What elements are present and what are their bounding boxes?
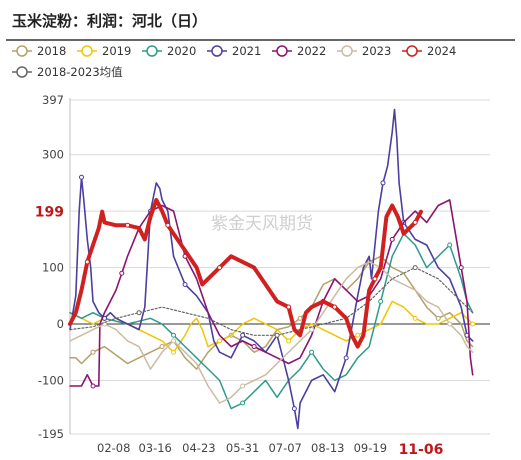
series-line-2019 — [69, 300, 474, 353]
legend-item: 2024 — [402, 44, 456, 58]
series-point-2021 — [79, 174, 85, 180]
watermark: 紫金天风期货 — [211, 214, 313, 234]
series-point-2024 — [332, 304, 338, 310]
x-tick-label: 04-23 — [182, 441, 215, 455]
legend-label: 2023 — [362, 44, 391, 58]
x-tick-label: 07-07 — [268, 441, 301, 455]
series-line-2020 — [69, 232, 474, 410]
series-point-2019 — [217, 338, 223, 344]
series-point-2024 — [286, 304, 292, 310]
y-axis: -195 -100 0 100 300 397 199 — [35, 93, 490, 441]
legend-item: 2018 — [12, 44, 66, 58]
chart-title: 玉米淀粉：利润：河北（日） — [12, 12, 207, 30]
series-point-2021 — [380, 180, 386, 186]
legend-swatch-marker — [16, 45, 28, 57]
series-point-2023 — [447, 321, 453, 327]
series-point-2023 — [309, 327, 315, 333]
y-tick-label: -100 — [38, 373, 64, 387]
legend-swatch-marker — [406, 45, 418, 57]
series-point-2020 — [240, 400, 246, 406]
legend-item: 2023 — [337, 44, 391, 58]
y-tick-label: 0 — [57, 317, 64, 331]
series-point-2024 — [125, 222, 131, 228]
x-tick-label: 05-31 — [226, 441, 259, 455]
series-point-2020 — [378, 298, 384, 304]
legend-label: 2018-2023均值 — [37, 65, 123, 79]
legend-label: 2021 — [232, 44, 261, 58]
legend-label: 2019 — [102, 44, 131, 58]
y-tick-label: 100 — [42, 261, 64, 275]
legend-swatch-marker — [341, 45, 353, 57]
legend-swatch-marker — [146, 45, 158, 57]
highlight-value-label: 199 — [35, 205, 64, 221]
y-tick-label: 300 — [42, 148, 64, 162]
series-point-2023 — [171, 338, 177, 344]
legend-swatch-marker — [16, 66, 28, 78]
x-tick-label: 03-16 — [138, 441, 171, 455]
legend-label: 2024 — [427, 44, 456, 58]
series-point-2018 — [435, 315, 441, 321]
series-point-2018 — [297, 315, 303, 321]
series-point-2021 — [343, 355, 349, 361]
legend-item: 2022 — [272, 44, 326, 58]
chart-series — [68, 108, 476, 430]
legend-item: 2021 — [207, 44, 261, 58]
legend-item: 2018-2023均值 — [12, 65, 123, 79]
series-point-2019 — [470, 321, 476, 327]
x-tick-label: 02-08 — [97, 441, 130, 455]
series-point-2024 — [412, 219, 418, 225]
chart-legend: 2018 2019 2020 2021 2022 2023 2024 2018-2023均值 — [12, 44, 456, 79]
series-point-2022 — [458, 265, 464, 271]
series-point-2019 — [171, 349, 177, 355]
series-point-2019 — [286, 338, 292, 344]
legend-swatch-marker — [81, 45, 93, 57]
series-point-2019 — [355, 332, 361, 338]
y-tick-label: -195 — [38, 427, 64, 441]
x-axis: 02-08 03-16 04-23 05-31 07-07 08-13 09-19 11-06 — [97, 441, 443, 458]
series-line-2018 — [69, 255, 474, 370]
series-point-2020 — [309, 349, 315, 355]
series-point-2019 — [412, 315, 418, 321]
series-point-2018-2023均值 — [274, 332, 280, 338]
series-point-2021 — [240, 332, 246, 338]
legend-item: 2019 — [77, 44, 131, 58]
legend-item: 2020 — [142, 44, 196, 58]
series-point-2024 — [84, 259, 90, 265]
series-point-2021 — [291, 406, 297, 412]
series-point-2024 — [217, 265, 223, 271]
series-point-2018 — [159, 344, 165, 350]
x-tick-label: 08-13 — [311, 441, 344, 455]
y-tick-label: 397 — [42, 93, 64, 107]
legend-swatch-marker — [276, 45, 288, 57]
series-point-2023 — [240, 383, 246, 389]
series-point-2024 — [372, 276, 378, 282]
series-point-2021 — [182, 281, 188, 287]
series-point-2022 — [251, 344, 257, 350]
series-point-2022 — [389, 236, 395, 242]
series-point-2018-2023均值 — [412, 265, 418, 271]
series-point-2022 — [90, 383, 96, 389]
legend-label: 2022 — [297, 44, 326, 58]
legend-label: 2018 — [37, 44, 66, 58]
legend-label: 2020 — [167, 44, 196, 58]
x-tick-label: 11-06 — [399, 442, 444, 458]
series-point-2018 — [90, 349, 96, 355]
series-line-2023 — [69, 261, 474, 404]
x-tick-label: 09-19 — [354, 441, 387, 455]
series-line-2024 — [68, 197, 423, 349]
series-point-2018-2023均值 — [136, 310, 142, 316]
series-point-2020 — [171, 332, 177, 338]
legend-swatch-marker — [211, 45, 223, 57]
series-point-2020 — [447, 242, 453, 248]
series-point-2024 — [165, 222, 171, 228]
series-point-2022 — [119, 270, 125, 276]
